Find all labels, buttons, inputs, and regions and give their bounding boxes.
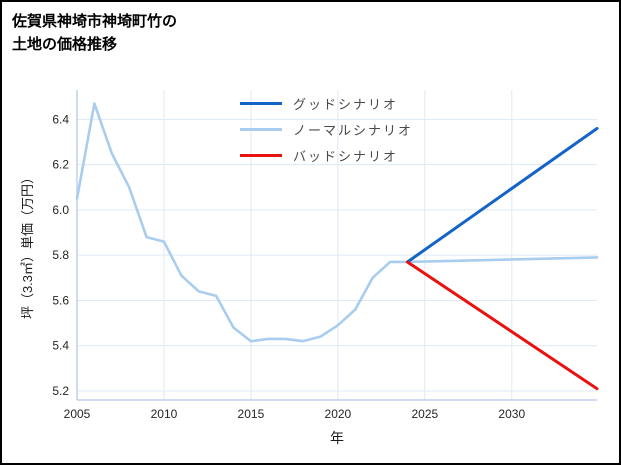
legend-item-bad-scenario: バッドシナリオ [240,147,413,164]
y-tick-label: 6.4 [52,112,69,126]
legend-swatch-good-scenario [240,102,282,105]
series-line-normal-scenario [75,102,599,343]
x-tick-label: 2020 [325,407,352,421]
y-tick-label: 6.2 [52,158,69,172]
x-axis-label: 年 [330,430,344,446]
series-line-good-scenario [405,126,599,264]
legend: グッドシナリオ ノーマルシナリオ バッドシナリオ [240,95,413,164]
y-axis-label: 坪（3.3㎡）単価（万円） [20,170,35,320]
x-tick-label: 2010 [151,407,178,421]
y-tick-label: 5.8 [52,248,69,262]
x-tick-label: 2030 [498,407,525,421]
y-tick-label: 6.0 [52,203,69,217]
series-line-bad-scenario [405,260,599,391]
x-tick-label: 2025 [411,407,438,421]
title-line-1: 佐賀県神埼市神埼町竹の [12,13,178,30]
legend-label-bad-scenario: バッドシナリオ [293,149,399,164]
y-tick-label: 5.4 [52,339,69,353]
legend-swatch-normal-scenario [240,128,282,131]
x-tick-label: 2005 [64,407,91,421]
y-tick-label: 5.2 [52,384,69,398]
legend-item-normal-scenario: ノーマルシナリオ [240,121,413,138]
legend-item-good-scenario: グッドシナリオ [240,95,413,112]
legend-label-normal-scenario: ノーマルシナリオ [293,123,414,138]
chart-title: 佐賀県神埼市神埼町竹の 土地の価格推移 [12,10,177,57]
legend-swatch-bad-scenario [240,154,282,157]
title-line-2: 土地の価格推移 [12,36,118,54]
x-tick-label: 2015 [238,407,265,421]
legend-label-good-scenario: グッドシナリオ [293,97,399,112]
y-tick-label: 5.6 [52,293,69,307]
